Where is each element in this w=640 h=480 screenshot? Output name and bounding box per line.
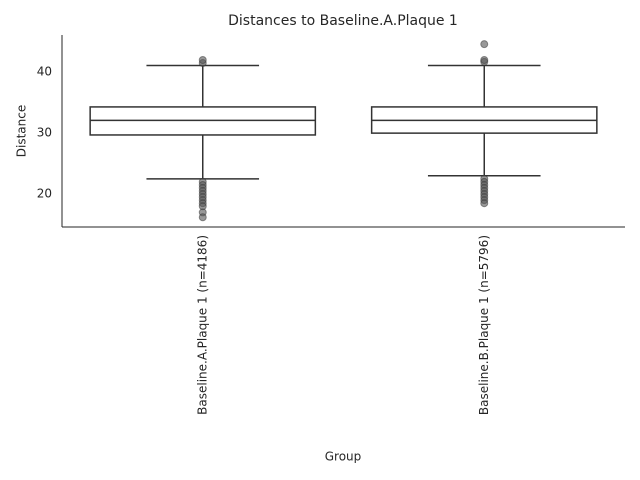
outlier xyxy=(198,213,207,222)
outlier xyxy=(480,55,489,64)
outlier xyxy=(480,40,489,49)
chart-title: Distances to Baseline.A.Plaque 1 xyxy=(228,13,458,29)
x-axis-label: Group xyxy=(325,450,362,464)
x-tick-label: Baseline.B.Plaque 1 (n=5796) xyxy=(477,235,491,415)
y-tick-label: 40 xyxy=(37,65,52,79)
outlier xyxy=(480,199,489,208)
outlier xyxy=(198,55,207,64)
y-axis-label: Distance xyxy=(15,105,29,157)
y-tick-label: 20 xyxy=(37,187,52,201)
y-tick-label: 30 xyxy=(37,126,52,140)
x-tick-label: Baseline.A.Plaque 1 (n=4186) xyxy=(195,235,209,415)
